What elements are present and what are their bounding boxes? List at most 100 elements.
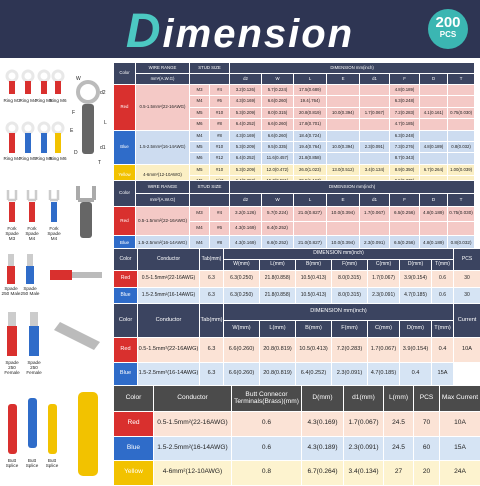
table-cell: 30 (454, 288, 480, 305)
color-cell: Blue (114, 362, 138, 387)
splice (28, 398, 37, 448)
color-cell: Red (114, 85, 136, 131)
header-cell: d1 (360, 74, 390, 85)
table-cell: 27 (384, 461, 414, 486)
table-cell: 20.8(0.819) (294, 107, 327, 118)
image-label: Fork Spade M3 (2, 226, 22, 241)
fork-body (9, 202, 15, 222)
table-cell: 4-6mm²(12-10AWG) (154, 461, 232, 486)
table-cell: 18.4(0.724) (294, 130, 327, 141)
table-cell: 6.6(0.260) (262, 119, 294, 130)
header-cell: mm²(A.W.G) (136, 74, 190, 85)
table-cell: #10 (210, 107, 230, 118)
table-cell: 19.4(.764) (294, 96, 327, 107)
spade-body (7, 266, 15, 284)
header-cell: T(mm) (432, 260, 454, 271)
table-cell: 2.3(0.091) (332, 362, 368, 387)
diagram-splice (78, 392, 98, 476)
diagram-label: T (98, 160, 101, 166)
diagram-body (82, 104, 94, 154)
image-label: Spade 250 Male (20, 286, 40, 296)
table-cell: 0.6 (432, 271, 454, 288)
header-cell: STUD SIZE (190, 63, 230, 74)
spade-body (29, 326, 39, 356)
table-cell: 24.5 (384, 412, 414, 437)
table-cell: 7.3(0.276) (390, 141, 420, 152)
table-cell: 21.8(0.858) (260, 288, 296, 305)
color-cell: Yellow (114, 461, 154, 486)
table-cell: 4.3(0.169) (230, 130, 262, 141)
wire-range: 0.5-1.5mm²(22-16AWG) (136, 207, 190, 236)
empty-cell (448, 85, 475, 96)
table-cell: 21.8(0.858) (260, 271, 296, 288)
header-cell: Butt Connecor Terminals(Brass)(mm) (232, 386, 302, 412)
table-cell: 5.3(0.209) (230, 164, 262, 175)
table-cell: 6.3 (200, 271, 224, 288)
table-cell: 1.7(0.067) (360, 107, 390, 118)
header-cell: D(mm) (400, 321, 432, 338)
table-cell: 3.9(0.154) (400, 338, 432, 363)
header-cell: F (390, 74, 420, 85)
table-cell: 7.2(0.283) (332, 338, 368, 363)
table-cell: M6 (190, 119, 210, 130)
empty-cell (448, 119, 475, 130)
spade-tab (8, 254, 14, 266)
table-cell: #10 (210, 164, 230, 175)
table-cell: 1.00(0.039) (448, 164, 475, 175)
table-cell: #12 (210, 153, 230, 164)
diagram-label: F (72, 110, 75, 116)
table-cell: 30 (454, 271, 480, 288)
table-cell: M5 (190, 164, 210, 175)
empty-cell (327, 85, 360, 96)
table-cell: 3.4(0.134) (360, 164, 390, 175)
diagram-label: D (74, 150, 78, 156)
empty-cell (360, 119, 390, 130)
header-cell: Conductor (138, 249, 200, 271)
table-cell: 20.8(0.819) (260, 362, 296, 387)
empty-cell (327, 130, 360, 141)
header-cell: DIMENSION mm(inch) (224, 249, 454, 260)
color-cell: Blue (114, 436, 154, 461)
image-label: Fork Spade M4 (22, 226, 42, 241)
table-cell: 10.0(0.394) (327, 207, 360, 222)
empty-cell (294, 221, 327, 236)
table-cell: 7.2(0.283) (390, 107, 420, 118)
table-cell: 0.8 (232, 461, 302, 486)
table-cell: 1.7(0.067) (368, 271, 400, 288)
table-cell: 6.6(0.260) (262, 130, 294, 141)
header-cell: d2 (230, 194, 262, 207)
ring-body (9, 81, 15, 94)
header-cell: D (420, 74, 448, 85)
header-cell: F (390, 194, 420, 207)
image-label: Fork Spade M4 (44, 226, 64, 241)
header-cell: W(mm) (224, 321, 260, 338)
header-cell: F(mm) (332, 260, 368, 271)
table-cell: #6 (210, 96, 230, 107)
header-cell: Color (114, 181, 136, 207)
header-cell: B(mm) (296, 321, 332, 338)
header-cell: L(mm) (260, 260, 296, 271)
header-cell: W (262, 194, 294, 207)
table-cell: 0.5-1.5mm²(22-16AWG) (138, 271, 200, 288)
diagram-label: d1 (100, 145, 106, 151)
table-cell: 6.4(0.252) (262, 221, 294, 236)
image-label: Spade 250 Female (2, 360, 22, 375)
table-cell: M4 (190, 130, 210, 141)
image-label: Spade 250 Female (24, 360, 44, 375)
header-cell: F(mm) (332, 321, 368, 338)
header-cell: L(mm) (260, 321, 296, 338)
table-cell: 10.5(0.413) (296, 271, 332, 288)
empty-cell (360, 85, 390, 96)
header-cell: Conductor (138, 304, 200, 338)
spade-tab (27, 254, 33, 266)
header-cell: STUD SIZE (190, 181, 230, 194)
splice (48, 404, 57, 454)
empty-cell (327, 153, 360, 164)
